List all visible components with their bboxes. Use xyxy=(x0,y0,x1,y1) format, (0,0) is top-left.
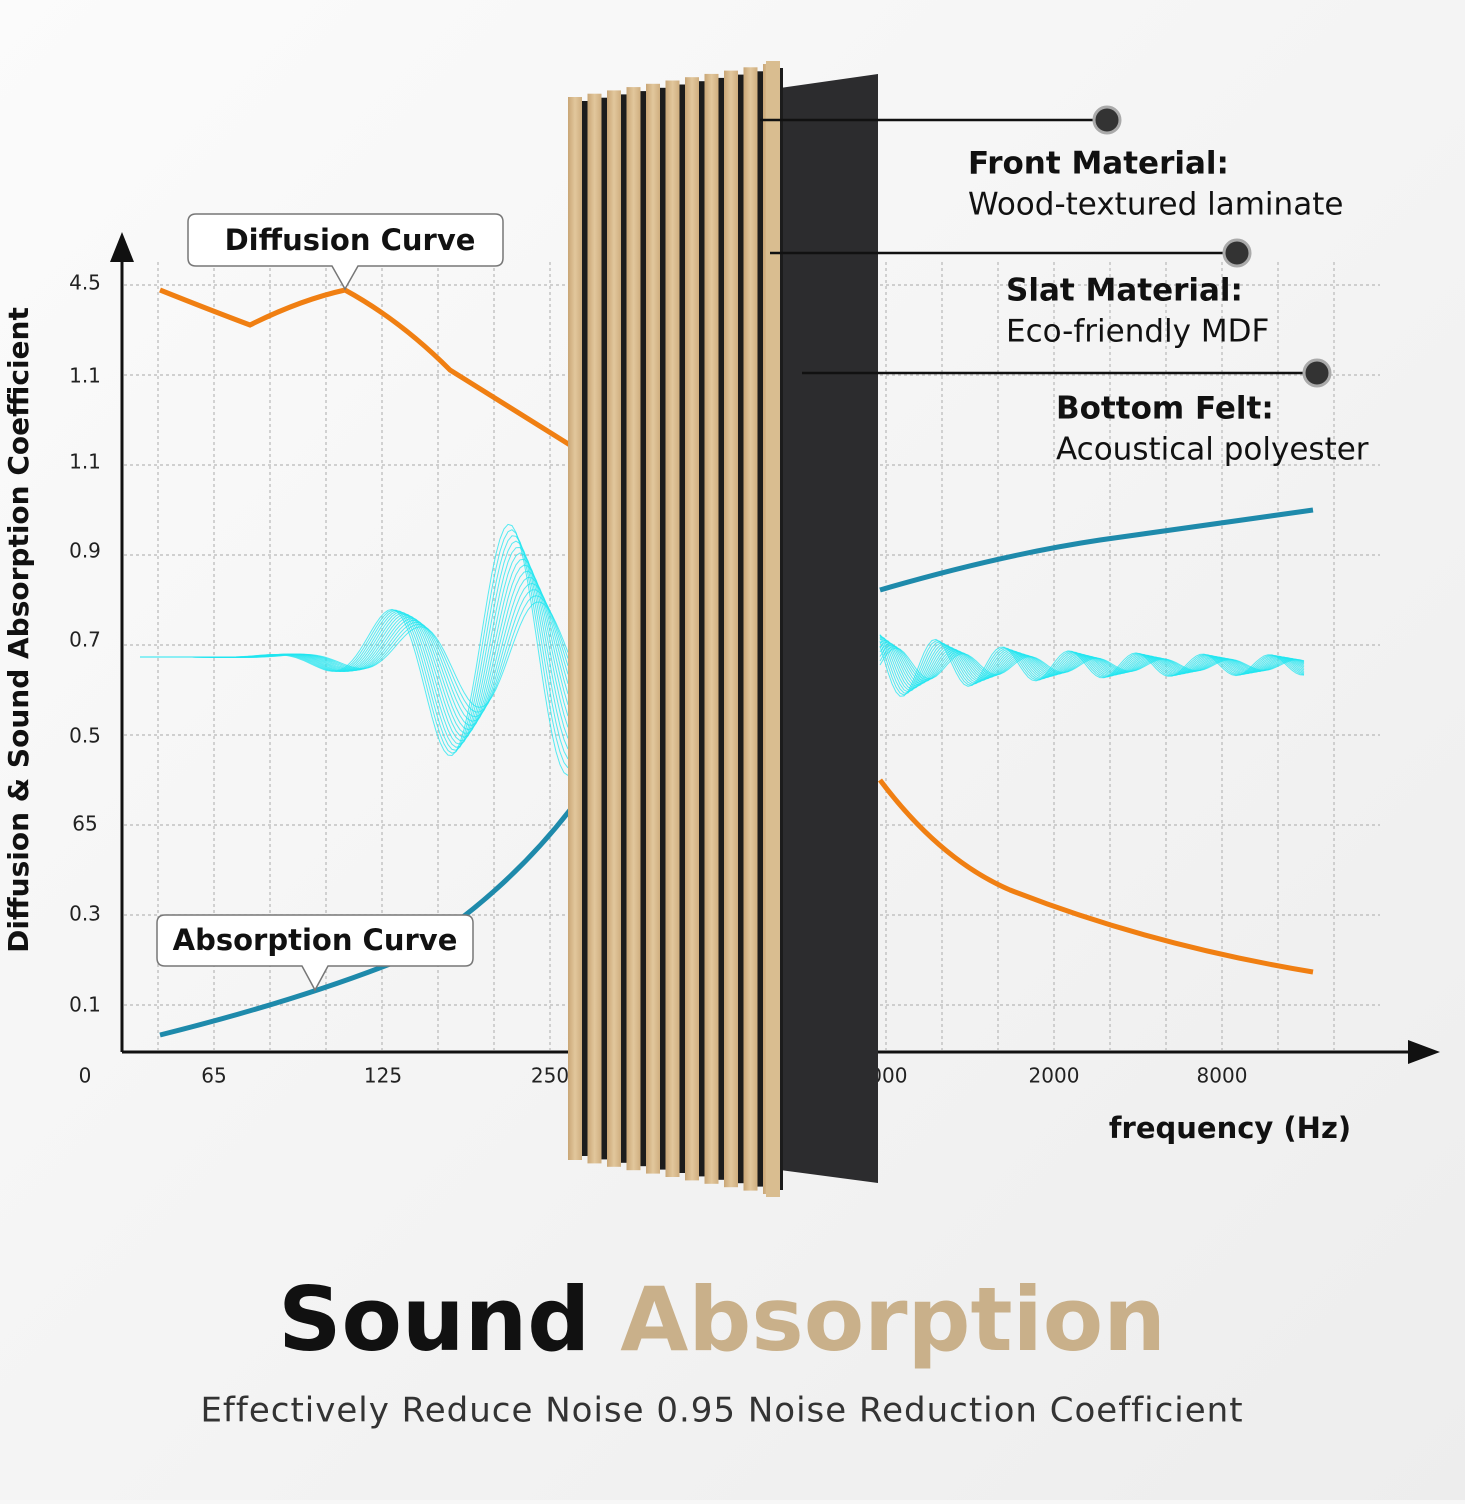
slat-gap xyxy=(698,81,705,1177)
headline-accent: Absorption xyxy=(620,1268,1166,1371)
felt xyxy=(780,74,878,1183)
y-tick-label: 1.1 xyxy=(69,450,101,474)
wave-line xyxy=(140,523,569,776)
slat-gap xyxy=(620,94,627,1163)
label: Diffusion Curve xyxy=(225,223,476,257)
slat-gap xyxy=(717,77,725,1180)
slat-gap xyxy=(600,97,608,1160)
slat-gap xyxy=(639,91,647,1167)
y-arrow xyxy=(110,232,134,262)
callouts: Front Material: Wood-textured laminate Sla… xyxy=(760,105,1369,468)
label-box xyxy=(156,914,474,992)
callout-dot xyxy=(1222,238,1252,268)
x-axis-title: frequency (Hz) xyxy=(1109,1111,1351,1145)
slat xyxy=(626,87,641,1171)
slat xyxy=(724,70,738,1188)
slat xyxy=(665,80,680,1177)
wave-line xyxy=(879,637,1305,694)
absorption-curve xyxy=(879,507,1314,593)
y-tick-label: 0.7 xyxy=(69,628,101,652)
y-tick-label: 0.3 xyxy=(69,902,101,926)
callout-dot xyxy=(1302,358,1332,388)
slat xyxy=(607,90,621,1167)
x-tick-label: 2000 xyxy=(1029,1064,1080,1088)
sound-wave xyxy=(140,523,1305,776)
panel xyxy=(568,61,878,1197)
diffusion-label: Diffusion Curve xyxy=(187,213,504,291)
headline: Sound Absorption xyxy=(278,1268,1166,1371)
slat-gap xyxy=(678,84,686,1173)
callout-text: Eco-friendly MDF xyxy=(1006,314,1269,350)
x-tick-label: 65 xyxy=(201,1064,226,1088)
y-tick-label: 0.5 xyxy=(69,724,101,748)
y-tick-label: 4.5 xyxy=(69,271,101,295)
slat xyxy=(646,83,660,1174)
x-tick-label: 8000 xyxy=(1197,1064,1248,1088)
headline-dark: Sound xyxy=(278,1268,590,1371)
slat-gap xyxy=(737,74,744,1184)
slat xyxy=(704,73,719,1184)
wave-line xyxy=(879,635,1305,693)
diffusion-curve xyxy=(159,287,572,448)
x-tick-label: 250 xyxy=(531,1064,569,1088)
subtitle: Effectively Reduce Noise 0.95 Noise Redu… xyxy=(200,1391,1243,1431)
y-tick-label: 65 xyxy=(72,812,97,836)
y-tick-label: 0.9 xyxy=(69,539,101,563)
callout-dot xyxy=(1092,105,1122,135)
wave-line xyxy=(879,640,1305,696)
y-tick-label: 1.1 xyxy=(69,364,101,388)
slat xyxy=(685,77,699,1181)
callout-text: Wood-textured laminate xyxy=(968,187,1343,223)
wave-line xyxy=(879,634,1305,691)
y-tick-label: 0.1 xyxy=(69,993,101,1017)
wave-line xyxy=(879,634,1305,690)
wave-line xyxy=(879,638,1305,697)
callout-title: Bottom Felt: xyxy=(1056,391,1274,427)
slat-edge xyxy=(766,61,780,1197)
callout-title: Front Material: xyxy=(968,146,1229,182)
callout-text: Acoustical polyester xyxy=(1056,432,1369,468)
x-arrow xyxy=(1408,1040,1440,1064)
slat xyxy=(568,97,582,1160)
slat xyxy=(587,93,602,1164)
label: Absorption Curve xyxy=(173,923,458,957)
diffusion-curve xyxy=(878,778,1314,975)
label-box xyxy=(187,213,504,291)
absorption-label: Absorption Curve xyxy=(156,914,474,992)
x-tick-label: 0 xyxy=(79,1064,92,1088)
callout-title: Slat Material: xyxy=(1006,273,1243,309)
curves xyxy=(140,287,1314,1038)
slat-gap xyxy=(659,87,666,1170)
slat-gap xyxy=(581,101,588,1156)
y-axis-title: Diffusion & Sound Absorption Coefficient xyxy=(2,307,35,953)
slat xyxy=(743,67,758,1191)
slat-gap xyxy=(756,71,764,1187)
x-tick-label: 125 xyxy=(364,1064,402,1088)
